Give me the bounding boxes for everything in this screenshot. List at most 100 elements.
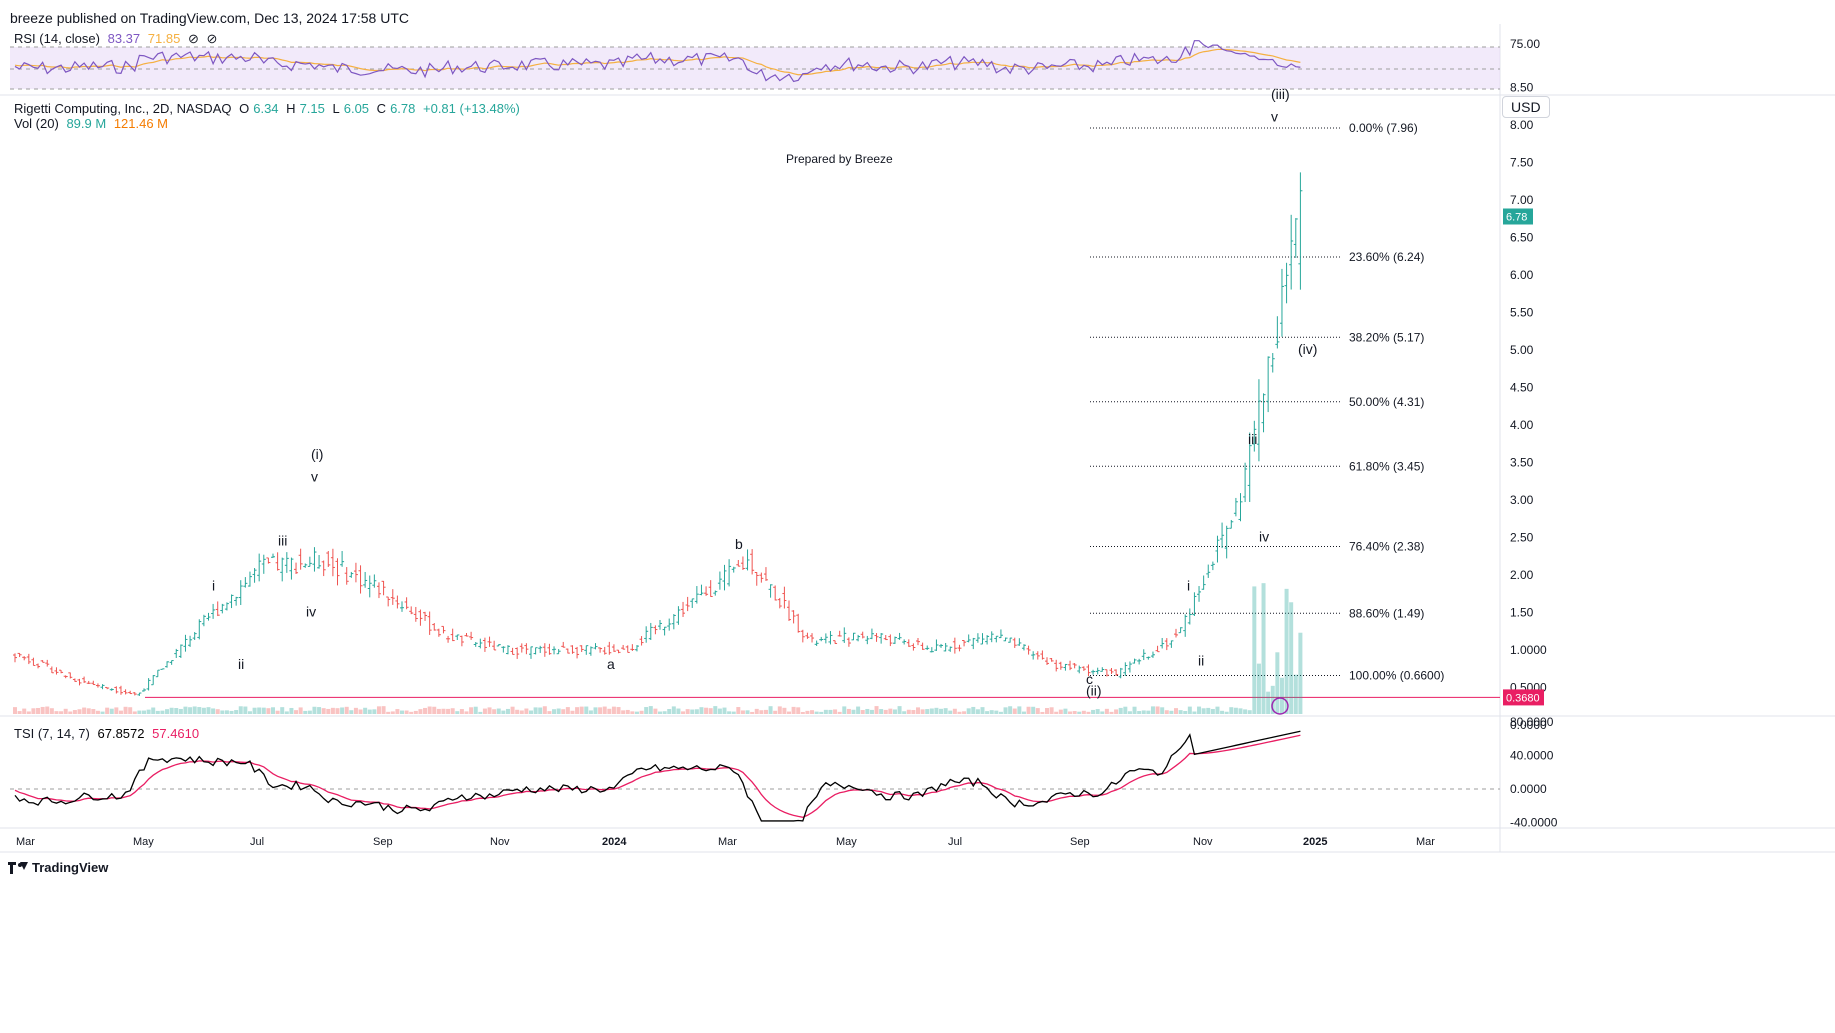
price-axis-label: 4.50 — [1510, 381, 1534, 395]
volume-bar — [561, 709, 566, 714]
volume-bar — [137, 710, 142, 714]
volume-bar — [1289, 602, 1294, 714]
volume-bar — [1086, 711, 1091, 714]
volume-bar — [556, 708, 561, 714]
volume-bar — [312, 706, 317, 714]
time-axis-label: Jul — [250, 836, 264, 848]
volume-bar — [676, 708, 681, 714]
volume-bar — [980, 707, 985, 714]
volume-bar — [547, 711, 552, 714]
volume-bar — [215, 709, 220, 714]
price-axis-label: 8.50 — [1510, 81, 1534, 95]
volume-bar — [326, 708, 331, 714]
volume-bar — [939, 708, 944, 714]
volume-bar — [307, 710, 312, 714]
volume-bar — [630, 711, 635, 714]
volume-bar — [1031, 706, 1036, 714]
support-price-label: 0.3680 — [1506, 692, 1540, 704]
fib-level-label: 50.00% (4.31) — [1349, 395, 1424, 409]
volume-bar — [1197, 706, 1202, 714]
tradingview-logo[interactable]: TradingView — [8, 860, 108, 875]
volume-bar — [501, 710, 506, 714]
chart-canvas[interactable]: 75.00 8.50 8.00 7.50 7.00 6.50 6.00 5.50 5.00 4.5… — [0, 0, 1835, 860]
visibility-off-icon[interactable]: ⊘ — [187, 31, 199, 46]
volume-bar — [1270, 685, 1275, 714]
volume-bar — [321, 708, 326, 714]
volume-bar — [1155, 706, 1160, 714]
time-axis-label: Sep — [1070, 836, 1090, 848]
volume-bar — [423, 707, 428, 714]
prepared-by-note: Prepared by Breeze — [786, 152, 893, 166]
volume-bar — [897, 706, 902, 714]
fib-level-label: 61.80% (3.45) — [1349, 459, 1424, 473]
lightning-icon — [1271, 697, 1289, 715]
volume-bar — [1054, 711, 1059, 714]
visibility-off-icon[interactable]: ⊘ — [206, 31, 218, 46]
volume-bar — [160, 710, 165, 714]
tradingview-brand: TradingView — [32, 860, 109, 875]
volume-bar — [224, 710, 229, 714]
volume-bar — [925, 709, 930, 714]
volume-bar — [593, 707, 598, 714]
volume-bar — [344, 706, 349, 714]
volume-bar — [542, 706, 547, 714]
wave-label: b — [735, 536, 743, 552]
volume-bar — [49, 708, 54, 714]
volume-bar — [667, 709, 672, 714]
volume-bar — [192, 706, 197, 714]
volume-bar — [763, 709, 768, 714]
volume-bar — [243, 706, 248, 714]
volume-bar — [653, 708, 658, 714]
volume-bar — [708, 708, 713, 714]
wave-label: iv — [1259, 529, 1269, 545]
volume-bar — [330, 707, 335, 714]
volume-bar — [966, 708, 971, 714]
volume-bar — [436, 708, 441, 714]
price-axis-label: 7.00 — [1510, 193, 1534, 207]
wave-label: c — [1086, 671, 1093, 687]
volume-bar — [1118, 707, 1123, 714]
volume-bar — [1206, 707, 1211, 714]
volume-bar — [455, 711, 460, 714]
currency-button[interactable]: USD — [1502, 96, 1550, 118]
volume-bar — [598, 707, 603, 714]
volume-bar — [1132, 706, 1137, 714]
volume-bar — [1293, 674, 1298, 714]
time-axis-label: 2025 — [1303, 836, 1327, 848]
volume-bar — [446, 708, 451, 714]
tsi-axis-label: -40.0000 — [1510, 816, 1558, 830]
fib-level-label: 38.20% (5.17) — [1349, 330, 1424, 344]
volume-bar — [579, 706, 584, 714]
volume-bar — [989, 710, 994, 714]
volume-bar — [335, 708, 340, 714]
volume-bar — [1008, 706, 1013, 714]
tsi-axis-label: 40.0000 — [1510, 748, 1554, 762]
volume-bar — [353, 707, 358, 714]
volume-bar — [1049, 707, 1054, 714]
volume-bar — [303, 710, 308, 714]
volume-label: Vol (20) — [14, 116, 59, 131]
volume-bar — [13, 707, 17, 714]
volume-bar — [869, 709, 874, 714]
volume-bar — [174, 708, 179, 714]
volume-bar — [386, 711, 391, 714]
volume-bar — [400, 710, 404, 714]
volume-bar — [298, 707, 303, 714]
tradingview-logo-icon — [8, 861, 28, 874]
volume-bar — [552, 709, 557, 714]
wave-label: (iii) — [1271, 86, 1290, 102]
volume-bar — [1192, 711, 1197, 714]
volume-bar — [395, 709, 400, 714]
volume-bar — [588, 710, 593, 714]
volume-bar — [1275, 652, 1280, 714]
volume-bar — [1169, 710, 1174, 714]
volume-bar — [634, 711, 639, 714]
volume-bar — [800, 711, 805, 714]
volume-bar — [948, 710, 953, 714]
rsi-ma-line — [14, 48, 1301, 76]
volume-bar — [169, 707, 174, 714]
volume-bar — [1238, 708, 1243, 714]
time-axis-label: Sep — [373, 836, 393, 848]
time-axis-label: Nov — [1193, 836, 1213, 848]
tsi-axis-label: 0.0000 — [1510, 782, 1547, 796]
